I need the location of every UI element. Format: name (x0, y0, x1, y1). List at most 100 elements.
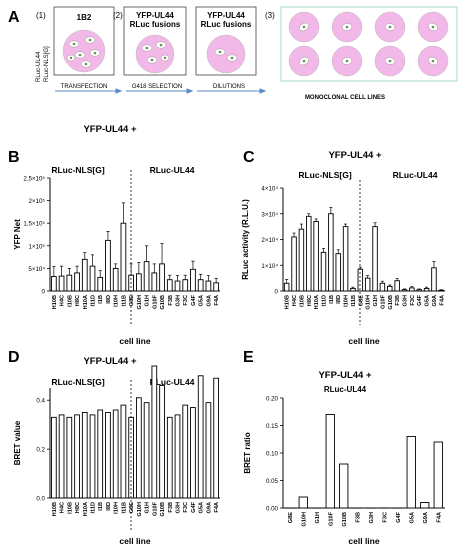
monoclonal-wells (288, 11, 449, 77)
bar (313, 221, 319, 292)
arrow-label-dilutions: DILUTIONS (213, 84, 245, 90)
y-tick-label: 5×10⁴ (28, 266, 45, 273)
chart-c: C YFP-UL44 + RLuc-NLS[G] RLuc-UL44 0 1×10⁴ 2×1… (241, 149, 445, 346)
bar (159, 385, 165, 499)
bar (174, 280, 181, 292)
y-tick-label: 0 (42, 289, 46, 296)
bar (97, 276, 104, 292)
bar (89, 265, 96, 292)
x-axis-label: cell line (119, 336, 150, 346)
x-tick-label: I11D (91, 502, 97, 514)
x-tick-label: G3H (176, 502, 182, 514)
x-tick-label: H10B (52, 295, 58, 309)
x-tick-label: F4A (439, 295, 445, 306)
x-tick-label: I11D (322, 295, 328, 307)
x-tick-label: F4A (214, 295, 220, 306)
x-tick-label: I1B (98, 295, 104, 304)
x-tick-label: G1H (145, 295, 151, 307)
y-tick-label: 1.5×10⁵ (23, 221, 45, 228)
chart-title: YFP-UL44 + (318, 370, 372, 381)
x-tick-label: H4C (292, 295, 298, 306)
bar (283, 282, 290, 292)
x-axis-label: cell line (348, 336, 379, 346)
step-1-title: 1B2 (77, 13, 92, 22)
group-label: RLuc-UL44 (150, 165, 195, 175)
bar (105, 239, 111, 292)
bar (372, 226, 378, 292)
x-tick-label: G3H (176, 295, 182, 307)
x-tick-label: F3B (168, 295, 174, 306)
bar (74, 414, 80, 499)
chart-b: B YFP-UL44 + RLuc-NLS[G] RLuc-UL44 0 5×10⁴ 1×1… (8, 124, 220, 346)
bar (51, 276, 57, 292)
y-tick-label: 0.00 (266, 506, 279, 513)
x-tick-label: G5A (199, 295, 205, 307)
step-2-number: (2) (113, 11, 123, 20)
x-tick-label: G1H (145, 502, 151, 514)
group-label: RLuc-UL44 (150, 377, 195, 387)
bar (291, 236, 297, 292)
chart-title: YFP-UL44 + (83, 124, 137, 135)
well-cell-nucleus (431, 25, 435, 29)
bar (306, 215, 312, 292)
x-tick-label: F3C (183, 502, 189, 513)
y-tick-label: 2×10⁵ (28, 198, 45, 205)
y-axis-label: BRET value (13, 420, 22, 465)
bar (325, 414, 335, 509)
x-tick-label: G4F (191, 294, 197, 305)
x-tick-label: G10F (152, 501, 158, 516)
x-tick-label: H8C (75, 295, 81, 306)
x-axis-label: cell line (348, 536, 379, 546)
bar (58, 275, 65, 292)
bar (205, 402, 212, 499)
bar (136, 397, 142, 499)
panel-letter: C (243, 149, 255, 166)
panel-a-side-label-1: RLuc-UL44 (36, 51, 42, 82)
bar (151, 365, 158, 499)
step-1-nuclei (69, 38, 97, 66)
y-tick-label: 4×10⁴ (261, 186, 278, 193)
x-tick-label: I8D (106, 295, 112, 304)
charts: B YFP-UL44 + RLuc-NLS[G] RLuc-UL44 0 5×10⁴ 1×1… (8, 124, 445, 546)
x-tick-label: G10B (342, 512, 348, 527)
x-tick-label: I10H (114, 295, 120, 307)
bar (431, 267, 437, 292)
x-tick-label: G10B (160, 502, 166, 517)
x-tick-label: F3C (410, 295, 416, 306)
step-3-cells (214, 48, 238, 62)
bar (438, 289, 445, 292)
bar (182, 279, 189, 292)
x-tick-label: H10A (83, 295, 89, 309)
well-cell-nucleus (302, 59, 306, 63)
bar (112, 409, 119, 499)
bar (74, 272, 80, 292)
bar (416, 289, 422, 292)
bar (298, 228, 305, 292)
x-tick-label: I11B (121, 502, 127, 514)
x-tick-label: G10F (152, 294, 158, 309)
chart-title: YFP-UL44 + (328, 150, 382, 161)
y-tick-label: 0.2 (36, 447, 45, 454)
bar (379, 282, 386, 292)
bar (205, 280, 212, 292)
bar (342, 226, 349, 292)
bar (387, 285, 393, 292)
x-tick-label: I11B (121, 295, 127, 307)
step-2-dish (135, 34, 175, 74)
y-axis-label: YFP Net (13, 219, 22, 250)
y-axis-label: BRET ratio (243, 432, 252, 473)
y-tick-label: 1×10⁵ (28, 243, 45, 250)
well-cell-nucleus (431, 59, 435, 63)
step-3-nuclei (218, 50, 234, 60)
x-tick-label: G10H (301, 512, 307, 527)
x-tick-label: H10A (314, 295, 320, 309)
well-cell-nucleus (345, 25, 349, 29)
x-tick-label: G9A (206, 502, 212, 514)
panel-a-letter: A (8, 9, 20, 26)
bar (120, 404, 127, 499)
bar (166, 416, 173, 499)
x-tick-label: G9A (206, 295, 212, 307)
x-tick-label: G10B (388, 295, 394, 310)
step-4-number: (3) (265, 11, 275, 20)
bar (136, 273, 142, 292)
